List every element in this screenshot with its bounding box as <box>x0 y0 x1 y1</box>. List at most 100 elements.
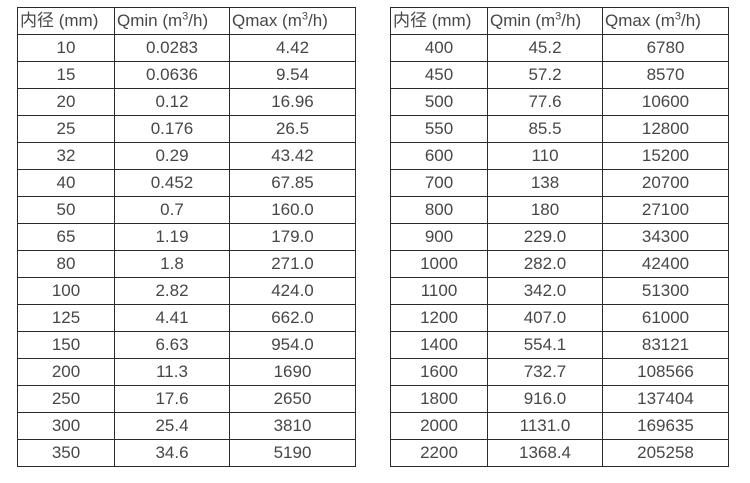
table-cell: 1800 <box>390 385 488 413</box>
table-cell: 2200 <box>390 439 488 467</box>
table-row: 2000 1131.0 169635 <box>390 412 729 440</box>
table-cell: 0.29 <box>114 142 230 170</box>
table-cell: 300 <box>17 412 115 440</box>
table-cell: 150 <box>17 331 115 359</box>
table-row: 1800 916.0 137404 <box>390 385 729 413</box>
table-cell: 100 <box>17 277 115 305</box>
table-cell: 8570 <box>602 61 729 89</box>
table-cell: 57.2 <box>487 61 603 89</box>
table-cell: 600 <box>390 142 488 170</box>
flow-spec-tables: 内径 (mm) Qmin (m3/h) Qmax (m3/h) 10 0.0283 4.… <box>17 7 729 467</box>
table-row: 125 4.41 662.0 <box>17 304 356 332</box>
table-cell: 138 <box>487 169 603 197</box>
table-cell: 200 <box>17 358 115 386</box>
table-cell: 15 <box>17 61 115 89</box>
table-row: 20 0.12 16.96 <box>17 88 356 116</box>
table-cell: 180 <box>487 196 603 224</box>
table-cell: 77.6 <box>487 88 603 116</box>
table-cell: 15200 <box>602 142 729 170</box>
table-cell: 3810 <box>229 412 356 440</box>
column-header: Qmin (m3/h) <box>114 7 230 35</box>
flow-table-large-diameters: 内径 (mm) Qmin (m3/h) Qmax (m3/h) 400 45.2 678… <box>390 7 729 467</box>
table-cell: 61000 <box>602 304 729 332</box>
table-cell: 400 <box>390 34 488 62</box>
table-row: 350 34.6 5190 <box>17 439 356 467</box>
column-header: 内径 (mm) <box>17 7 115 35</box>
table-cell: 0.0636 <box>114 61 230 89</box>
table-cell: 45.2 <box>487 34 603 62</box>
table-cell: 80 <box>17 250 115 278</box>
table-row: 300 25.4 3810 <box>17 412 356 440</box>
table-cell: 954.0 <box>229 331 356 359</box>
table-cell: 26.5 <box>229 115 356 143</box>
table-cell: 11.3 <box>114 358 230 386</box>
table-row: 500 77.6 10600 <box>390 88 729 116</box>
table-cell: 1.19 <box>114 223 230 251</box>
table-cell: 5190 <box>229 439 356 467</box>
table-cell: 137404 <box>602 385 729 413</box>
table-cell: 9.54 <box>229 61 356 89</box>
table-cell: 554.1 <box>487 331 603 359</box>
table-cell: 1690 <box>229 358 356 386</box>
table-cell: 179.0 <box>229 223 356 251</box>
table-row: 600 110 15200 <box>390 142 729 170</box>
table-cell: 282.0 <box>487 250 603 278</box>
table-cell: 0.0283 <box>114 34 230 62</box>
table-cell: 20700 <box>602 169 729 197</box>
table-row: 80 1.8 271.0 <box>17 250 356 278</box>
table-cell: 10600 <box>602 88 729 116</box>
table-cell: 125 <box>17 304 115 332</box>
table-cell: 32 <box>17 142 115 170</box>
table-row: 200 11.3 1690 <box>17 358 356 386</box>
table-cell: 0.7 <box>114 196 230 224</box>
table-cell: 108566 <box>602 358 729 386</box>
table-cell: 83121 <box>602 331 729 359</box>
table-row: 15 0.0636 9.54 <box>17 61 356 89</box>
table-cell: 67.85 <box>229 169 356 197</box>
table-cell: 20 <box>17 88 115 116</box>
table-cell: 34.6 <box>114 439 230 467</box>
table-row: 250 17.6 2650 <box>17 385 356 413</box>
table-cell: 500 <box>390 88 488 116</box>
column-header: Qmin (m3/h) <box>487 7 603 35</box>
column-header: Qmax (m3/h) <box>602 7 729 35</box>
table-cell: 16.96 <box>229 88 356 116</box>
table-row: 50 0.7 160.0 <box>17 196 356 224</box>
table-cell: 10 <box>17 34 115 62</box>
table-cell: 350 <box>17 439 115 467</box>
table-cell: 250 <box>17 385 115 413</box>
table-cell: 0.12 <box>114 88 230 116</box>
table-row: 1100 342.0 51300 <box>390 277 729 305</box>
column-header: Qmax (m3/h) <box>229 7 356 35</box>
table-cell: 732.7 <box>487 358 603 386</box>
table-row: 400 45.2 6780 <box>390 34 729 62</box>
table-cell: 2.82 <box>114 277 230 305</box>
table-cell: 1600 <box>390 358 488 386</box>
table-cell: 1400 <box>390 331 488 359</box>
table-cell: 900 <box>390 223 488 251</box>
table-row: 700 138 20700 <box>390 169 729 197</box>
table-row: 1200 407.0 61000 <box>390 304 729 332</box>
table-row: 450 57.2 8570 <box>390 61 729 89</box>
column-header: 内径 (mm) <box>390 7 488 35</box>
table-cell: 1100 <box>390 277 488 305</box>
table-row: 25 0.176 26.5 <box>17 115 356 143</box>
table-row: 1400 554.1 83121 <box>390 331 729 359</box>
table-row: 150 6.63 954.0 <box>17 331 356 359</box>
table-cell: 2650 <box>229 385 356 413</box>
table-cell: 42400 <box>602 250 729 278</box>
table-cell: 800 <box>390 196 488 224</box>
table-row: 1000 282.0 42400 <box>390 250 729 278</box>
table-cell: 51300 <box>602 277 729 305</box>
table-cell: 12800 <box>602 115 729 143</box>
table-cell: 6.63 <box>114 331 230 359</box>
table-cell: 110 <box>487 142 603 170</box>
table-cell: 6780 <box>602 34 729 62</box>
table-cell: 0.176 <box>114 115 230 143</box>
header-row: 内径 (mm) Qmin (m3/h) Qmax (m3/h) <box>17 7 356 35</box>
header-row: 内径 (mm) Qmin (m3/h) Qmax (m3/h) <box>390 7 729 35</box>
table-cell: 85.5 <box>487 115 603 143</box>
table-cell: 25.4 <box>114 412 230 440</box>
table-cell: 65 <box>17 223 115 251</box>
table-cell: 40 <box>17 169 115 197</box>
